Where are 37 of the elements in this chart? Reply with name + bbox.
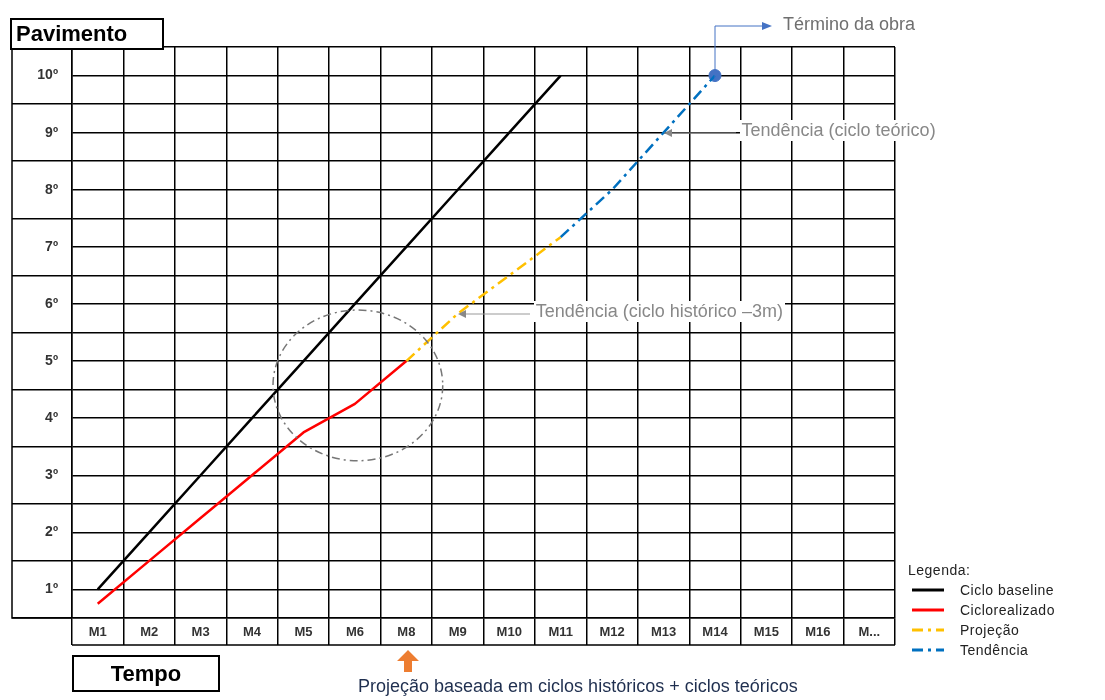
x-tick-label: M16: [805, 624, 831, 640]
x-tick-label: M10: [496, 624, 522, 640]
x-tick-label: M9: [448, 624, 467, 640]
legend-label: Projeção: [960, 622, 1020, 638]
legend-label: Ciclorealizado: [960, 602, 1055, 618]
annotation: Tendência (ciclo teórico): [739, 119, 938, 141]
x-tick-label: M14: [702, 624, 729, 640]
y-tick-label: 5º: [45, 351, 58, 368]
legend-label: Ciclo baseline: [960, 582, 1055, 598]
y-axis-title: Pavimento: [10, 18, 164, 50]
x-tick-label: M4: [243, 624, 262, 640]
x-axis-title: Tempo: [72, 655, 220, 692]
x-tick-label: M12: [599, 624, 625, 640]
y-tick-label: 2º: [45, 523, 58, 540]
y-tick-label: 8º: [45, 180, 58, 197]
y-tick-label: 6º: [45, 294, 58, 311]
text: Projeção baseada em ciclos históricos + ciclos teóricos: [358, 676, 798, 697]
y-tick-label: 3º: [45, 466, 58, 483]
y-tick-label: 7º: [45, 237, 58, 254]
x-tick-label: M8: [397, 624, 416, 640]
x-tick-label: M6: [345, 624, 364, 640]
x-tick-label: M13: [650, 624, 677, 640]
y-tick-label: 4º: [45, 409, 58, 426]
legend-label: Tendência: [960, 642, 1029, 658]
x-tick-label: M1: [88, 624, 107, 640]
y-tick-label: 9º: [45, 123, 58, 140]
x-tick-label: M2: [140, 624, 159, 640]
x-tick-label: M15: [753, 624, 780, 640]
legend-title: Legenda:: [908, 562, 972, 578]
annotation: Tendência (ciclo histórico –3m): [533, 300, 785, 322]
annotation: Término da obra: [780, 13, 918, 35]
x-tick-label: M11: [548, 624, 573, 640]
y-tick-label: 1º: [45, 580, 58, 597]
x-tick-label: M3: [191, 624, 210, 640]
y-tick-label: 10º: [37, 66, 58, 83]
x-tick-label: M...: [858, 624, 881, 640]
x-tick-label: M5: [294, 624, 313, 640]
